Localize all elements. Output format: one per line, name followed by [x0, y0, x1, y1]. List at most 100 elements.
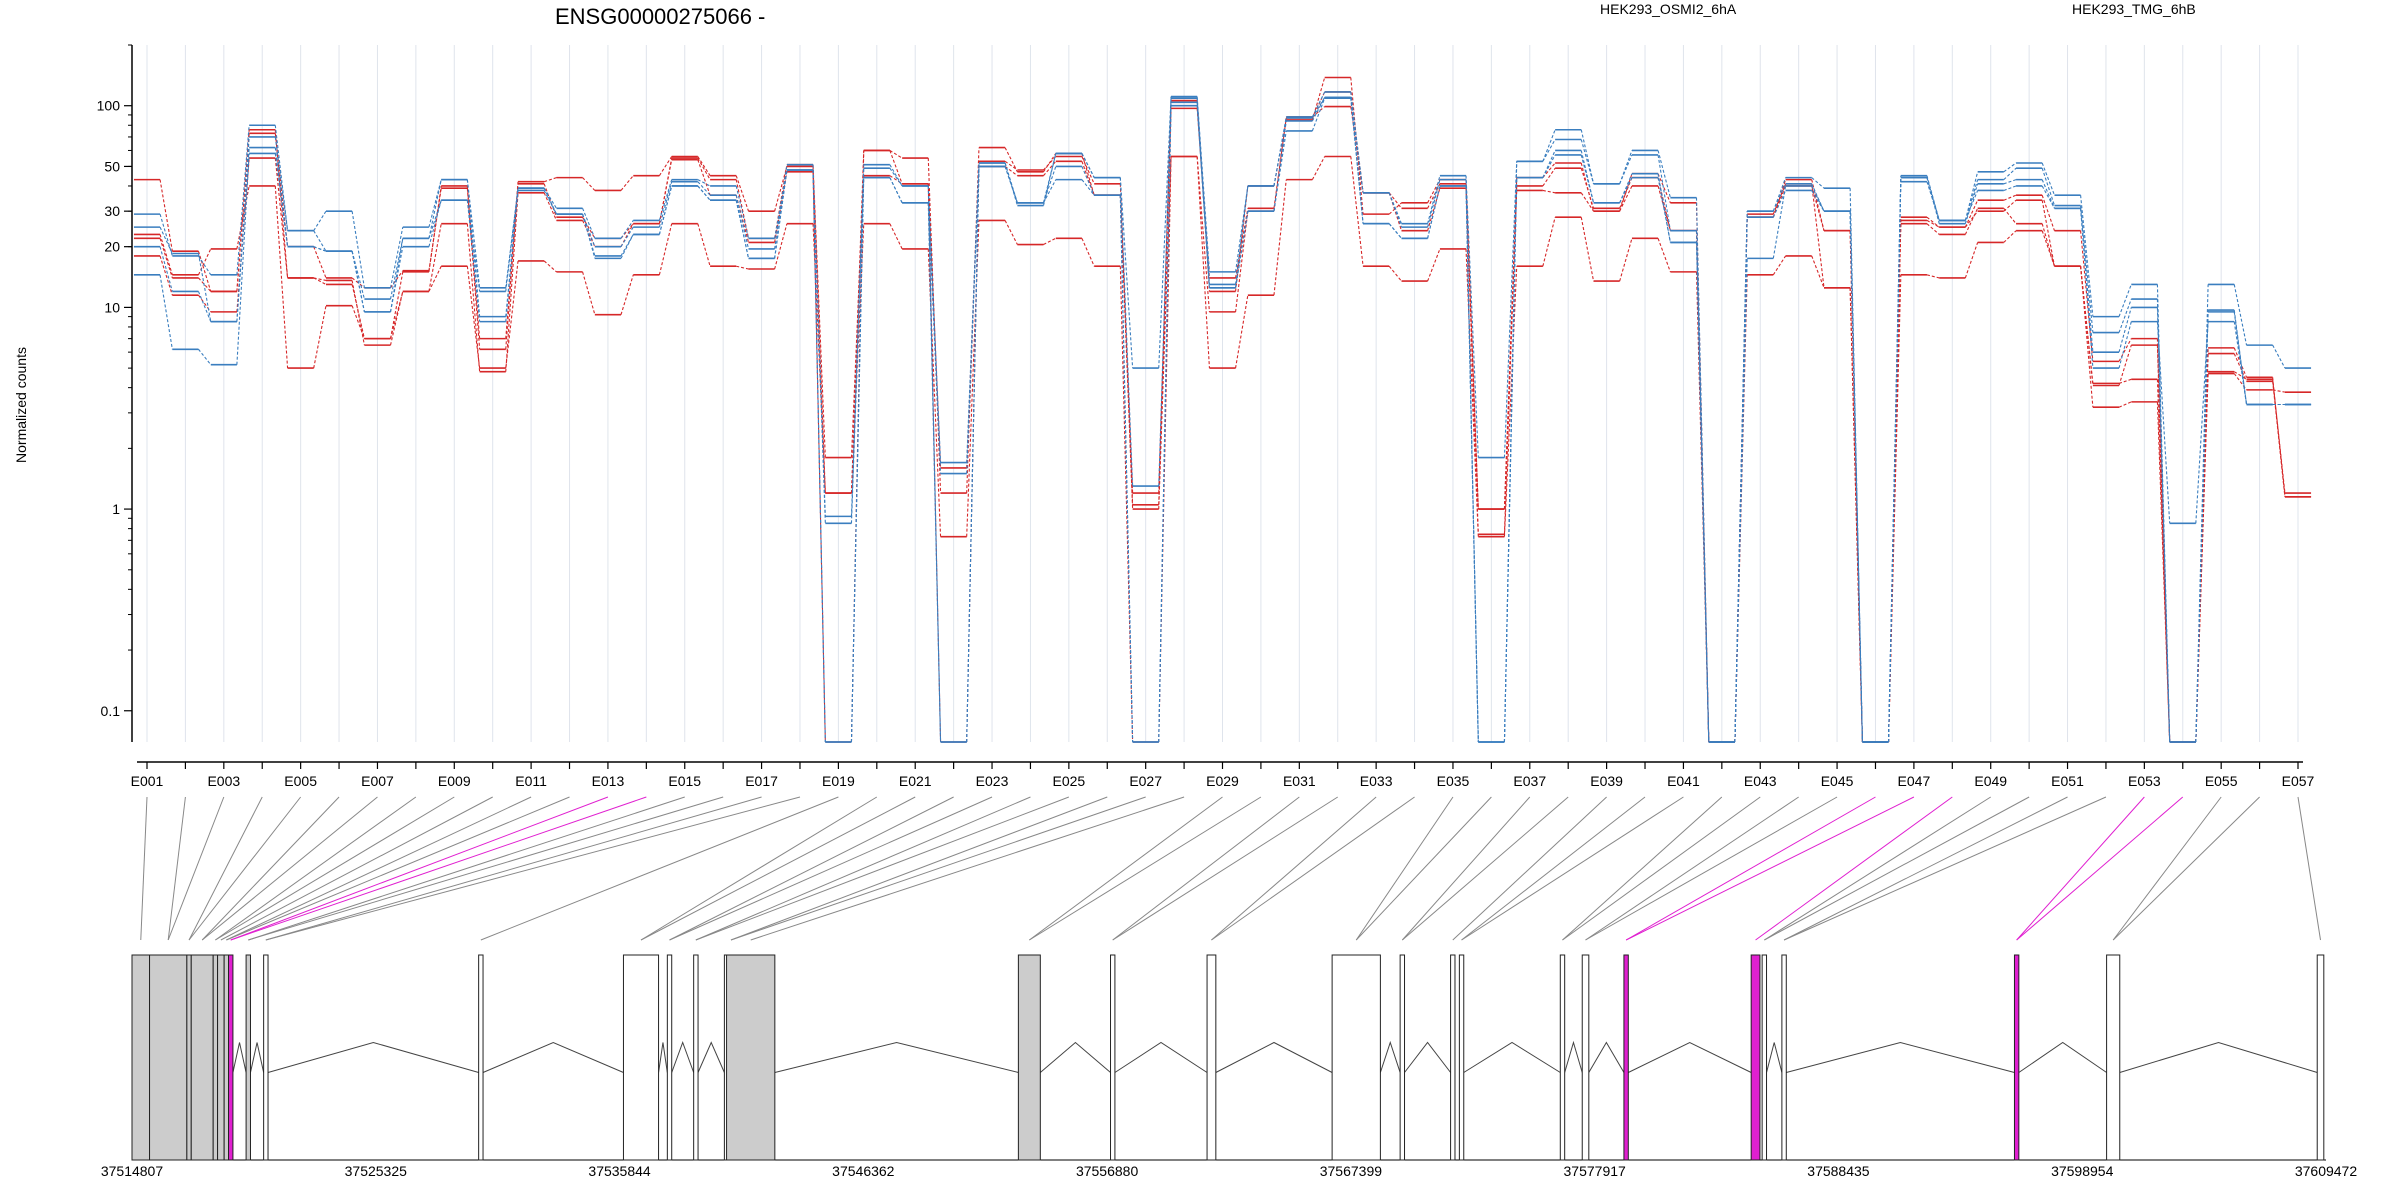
x-tick-label: E035	[1437, 773, 1470, 789]
exon-connector	[2112, 796, 2260, 941]
exon-block	[228, 954, 234, 1161]
exon-connector	[1401, 796, 1569, 941]
intron-line	[1564, 1040, 1583, 1073]
exon-connector	[1461, 796, 1646, 941]
y-tick-label: 1	[112, 501, 120, 517]
legend-osmi: HEK293_OSMI2_6hA	[1600, 1, 1737, 17]
exon-connector	[167, 796, 225, 941]
exon-connector	[1355, 796, 1492, 941]
x-tick-label: E031	[1283, 773, 1316, 789]
x-tick-label: E057	[2282, 773, 2315, 789]
x-tick-label: E015	[668, 773, 701, 789]
series-tmg	[133, 97, 2312, 743]
x-tick-label: E047	[1898, 773, 1931, 789]
genome-coord-label: 37609472	[2295, 1163, 2358, 1179]
intron-line	[1114, 1041, 1208, 1073]
exon-connector	[1585, 796, 1838, 941]
x-tick-label: E045	[1821, 773, 1854, 789]
plot-grid	[146, 45, 2299, 742]
exon-block	[1750, 954, 1761, 1161]
exon-block	[186, 954, 192, 1161]
y-tick-label: 20	[104, 239, 120, 255]
gene-model: 37514807 37525325 37535844 37546362 37556880…	[101, 954, 2358, 1179]
exon-connector	[265, 796, 801, 941]
x-tick-label: E043	[1744, 773, 1777, 789]
x-tick-label: E029	[1206, 773, 1239, 789]
exon-connector	[695, 796, 1070, 941]
exon-connector	[1764, 796, 2030, 941]
exon-connector	[1562, 796, 1723, 941]
exon-connector	[640, 796, 878, 941]
exon-connector	[248, 796, 724, 941]
genome-coord-label: 37556880	[1076, 1163, 1139, 1179]
exon-block	[478, 954, 484, 1161]
exon-connector	[201, 796, 340, 941]
series-osmi	[133, 155, 2312, 743]
x-tick-label: E049	[1974, 773, 2007, 789]
x-tick-label: E019	[822, 773, 855, 789]
series-connector-line	[159, 97, 2285, 743]
exon-connector	[669, 796, 954, 941]
intron-line	[1404, 1041, 1451, 1073]
intron-line	[671, 1041, 695, 1073]
exon-connector	[140, 796, 148, 941]
exon-connector	[1401, 796, 1531, 941]
genome-coord-label: 37588435	[1807, 1163, 1870, 1179]
exon-connector	[2112, 796, 2222, 941]
exon-block	[622, 954, 660, 1161]
intron-line	[697, 1041, 725, 1073]
intron-line	[1766, 1042, 1783, 1073]
x-tick-label: E027	[1129, 773, 1162, 789]
x-tick-label: E025	[1053, 773, 1086, 789]
exon-connector	[730, 796, 1108, 941]
exon-connectors	[140, 796, 2322, 941]
exon-connector	[188, 796, 263, 941]
series-connector-line	[159, 97, 2285, 743]
exon-block	[1110, 954, 1116, 1161]
intron-line	[774, 1041, 1019, 1073]
exon-connector	[1461, 796, 1684, 941]
exon-block	[212, 954, 219, 1161]
y-tick-label: 100	[97, 98, 121, 114]
exon-block	[1331, 954, 1381, 1161]
plot-axes: 0.1 1 10 20 30 50 100 E001 E003 E005 E007 E009 E011 E…	[97, 44, 2315, 789]
x-tick-label: E053	[2128, 773, 2161, 789]
exon-connector	[1625, 796, 1915, 941]
exon-block	[149, 954, 188, 1161]
exon-connector	[215, 796, 417, 941]
exon-block	[1623, 954, 1629, 1161]
intron-line	[1463, 1041, 1561, 1073]
intron-line	[1215, 1041, 1333, 1073]
x-tick-label: E055	[2205, 773, 2238, 789]
exon-block	[245, 954, 251, 1161]
exon-connector	[2297, 796, 2322, 941]
y-tick-label: 0.1	[101, 703, 121, 719]
exon-connector	[730, 796, 1146, 941]
exon-connector	[201, 796, 378, 941]
intron-line	[1588, 1041, 1625, 1073]
intron-line	[2119, 1041, 2318, 1073]
exon-connector	[1029, 796, 1223, 941]
x-tick-label: E001	[131, 773, 164, 789]
intron-line	[2018, 1041, 2107, 1073]
x-tick-label: E005	[284, 773, 317, 789]
exon-connector	[1562, 796, 1761, 941]
exon-connector	[1112, 796, 1339, 941]
intron-line	[232, 1042, 247, 1073]
intron-line	[1786, 1041, 2015, 1073]
exon-connector	[1112, 796, 1300, 941]
exon-block	[223, 954, 230, 1161]
exon-connector	[1211, 796, 1377, 941]
exon-block	[1450, 954, 1456, 1161]
x-tick-label: E051	[2051, 773, 2084, 789]
exon-block	[1399, 954, 1406, 1161]
exon-block	[2106, 954, 2121, 1161]
exon-connector	[1029, 796, 1262, 941]
genome-coord-label: 37598954	[2051, 1163, 2114, 1179]
genome-coord-label: 37577917	[1564, 1163, 1627, 1179]
x-tick-label: E003	[207, 773, 240, 789]
intron-line	[249, 1042, 265, 1073]
x-tick-label: E023	[976, 773, 1009, 789]
genome-coord-label: 37567399	[1320, 1163, 1383, 1179]
genome-coord-label: 37514807	[101, 1163, 164, 1179]
